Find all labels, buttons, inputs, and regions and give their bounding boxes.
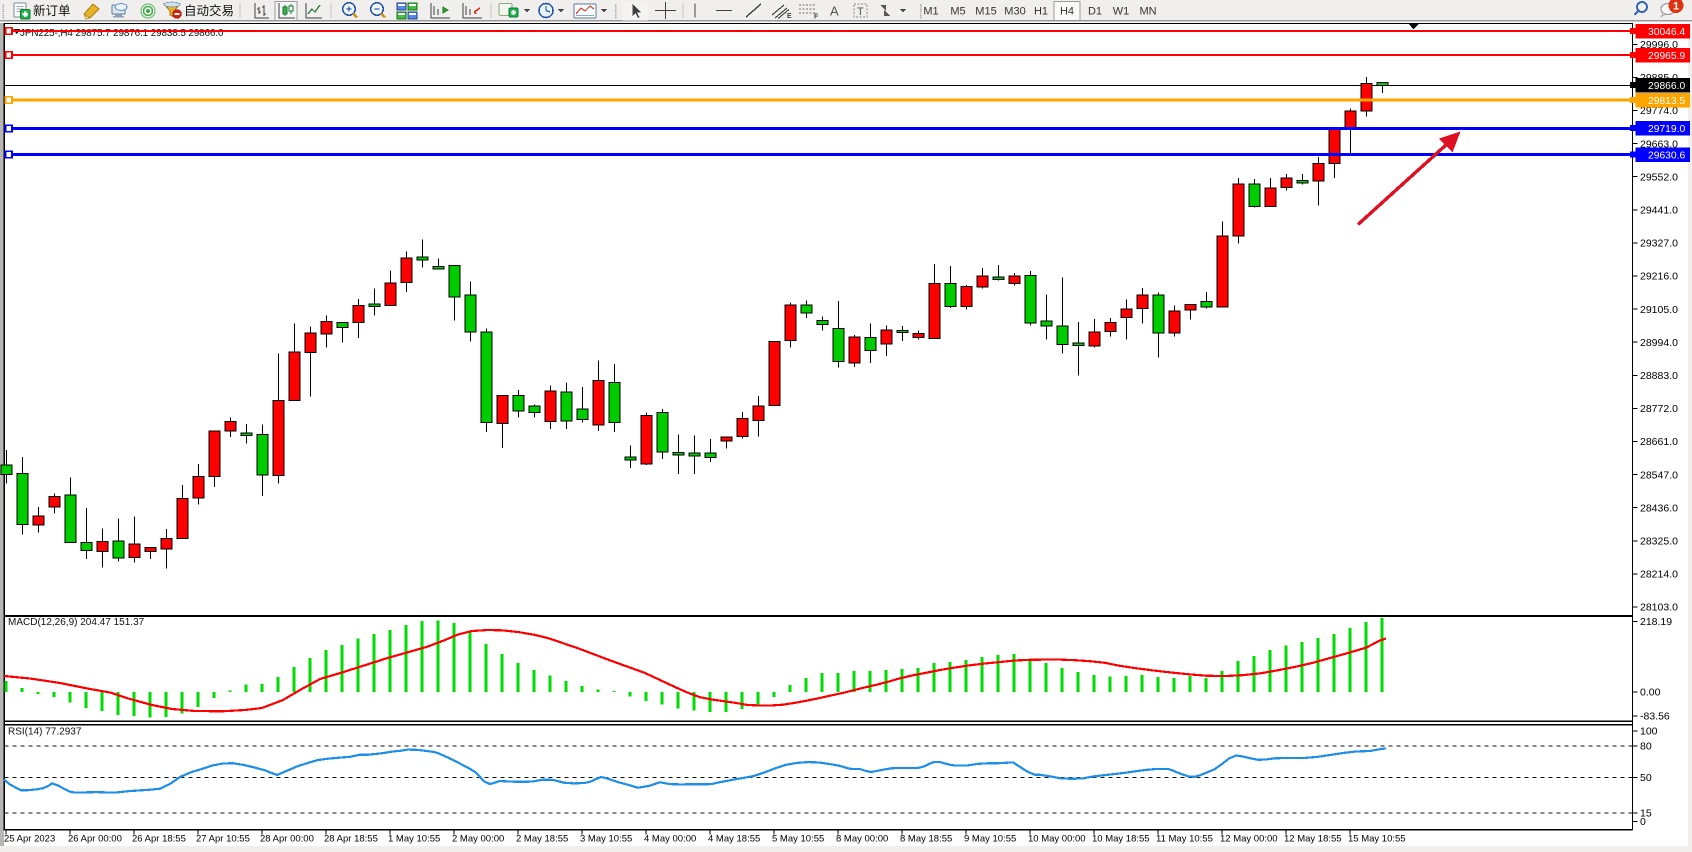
svg-text:JPN225-,H4 29875.7 29876.1 29: JPN225-,H4 29875.7 29876.1 29838.5 29866… xyxy=(20,28,224,39)
svg-text:M5: M5 xyxy=(950,6,965,18)
svg-text:2 May 00:00: 2 May 00:00 xyxy=(452,834,504,845)
svg-text:E: E xyxy=(787,13,792,20)
svg-text:2 May 18:55: 2 May 18:55 xyxy=(516,834,568,845)
svg-text:28 Apr 00:00: 28 Apr 00:00 xyxy=(260,834,314,845)
svg-text:15: 15 xyxy=(1640,808,1652,820)
svg-text:-83.56: -83.56 xyxy=(1640,711,1670,723)
svg-text:8 May 18:55: 8 May 18:55 xyxy=(900,834,952,845)
svg-text:26 Apr 00:00: 26 Apr 00:00 xyxy=(68,834,122,845)
svg-text:28103.0: 28103.0 xyxy=(1640,602,1678,614)
svg-text:29719.0: 29719.0 xyxy=(1648,124,1685,135)
svg-text:5 May 10:55: 5 May 10:55 xyxy=(772,834,824,845)
svg-text:28547.0: 28547.0 xyxy=(1640,469,1678,481)
svg-text:29866.0: 29866.0 xyxy=(1648,81,1685,92)
svg-text:29552.0: 29552.0 xyxy=(1640,171,1678,183)
svg-text:28325.0: 28325.0 xyxy=(1640,536,1678,548)
svg-text:28883.0: 28883.0 xyxy=(1640,370,1678,382)
svg-text:100: 100 xyxy=(1640,726,1658,738)
svg-text:29216.0: 29216.0 xyxy=(1640,271,1678,283)
svg-text:28 Apr 18:55: 28 Apr 18:55 xyxy=(324,834,378,845)
svg-text:29774.0: 29774.0 xyxy=(1640,105,1678,117)
svg-text:1 May 10:55: 1 May 10:55 xyxy=(388,834,440,845)
svg-text:RSI(14) 77.2937: RSI(14) 77.2937 xyxy=(8,727,82,738)
svg-text:25 Apr 2023: 25 Apr 2023 xyxy=(4,834,55,845)
svg-text:0: 0 xyxy=(1640,816,1646,828)
svg-text:−: − xyxy=(374,4,380,16)
svg-text:12 May 18:55: 12 May 18:55 xyxy=(1284,834,1342,845)
svg-text:10 May 00:00: 10 May 00:00 xyxy=(1028,834,1086,845)
svg-text:M15: M15 xyxy=(975,6,996,18)
svg-text:28661.0: 28661.0 xyxy=(1640,436,1678,448)
svg-text:8 May 00:00: 8 May 00:00 xyxy=(836,834,888,845)
svg-text:4 May 00:00: 4 May 00:00 xyxy=(644,834,696,845)
svg-text:T: T xyxy=(857,6,864,18)
svg-text:11 May 10:55: 11 May 10:55 xyxy=(1156,834,1213,845)
svg-text:F: F xyxy=(814,14,819,21)
svg-text:30046.4: 30046.4 xyxy=(1648,27,1685,38)
svg-text:26 Apr 18:55: 26 Apr 18:55 xyxy=(132,834,186,845)
svg-text:M1: M1 xyxy=(923,6,938,18)
svg-text:W1: W1 xyxy=(1113,6,1130,18)
svg-text:28994.0: 28994.0 xyxy=(1640,337,1678,349)
svg-text:1: 1 xyxy=(1673,1,1679,13)
svg-text:29630.6: 29630.6 xyxy=(1648,150,1685,161)
svg-text:28772.0: 28772.0 xyxy=(1640,403,1678,415)
svg-text:29327.0: 29327.0 xyxy=(1640,238,1678,250)
svg-text:10 May 18:55: 10 May 18:55 xyxy=(1092,834,1150,845)
svg-text:H1: H1 xyxy=(1034,6,1048,18)
svg-text:29813.5: 29813.5 xyxy=(1648,96,1685,107)
svg-text:9 May 10:55: 9 May 10:55 xyxy=(964,834,1016,845)
svg-text:自动交易: 自动交易 xyxy=(184,3,234,18)
svg-text:3 May 10:55: 3 May 10:55 xyxy=(580,834,632,845)
svg-text:29663.0: 29663.0 xyxy=(1640,138,1678,150)
svg-text:28214.0: 28214.0 xyxy=(1640,569,1678,581)
svg-text:12 May 00:00: 12 May 00:00 xyxy=(1220,834,1278,845)
svg-text:29965.9: 29965.9 xyxy=(1648,51,1685,62)
svg-text:4 May 18:55: 4 May 18:55 xyxy=(708,834,760,845)
svg-text:D1: D1 xyxy=(1088,6,1102,18)
svg-text:29105.0: 29105.0 xyxy=(1640,304,1678,316)
svg-text:15 May 10:55: 15 May 10:55 xyxy=(1348,834,1406,845)
svg-text:MN: MN xyxy=(1139,6,1156,18)
svg-text:50: 50 xyxy=(1640,772,1652,784)
svg-text:29441.0: 29441.0 xyxy=(1640,205,1678,217)
svg-text:MACD(12,26,9) 204.47 151.37: MACD(12,26,9) 204.47 151.37 xyxy=(8,617,145,628)
svg-text:218.19: 218.19 xyxy=(1640,616,1672,628)
svg-text:A: A xyxy=(830,4,839,19)
svg-text:+: + xyxy=(346,4,352,16)
svg-text:新订单: 新订单 xyxy=(33,3,71,18)
svg-text:H4: H4 xyxy=(1060,6,1074,18)
svg-text:0.00: 0.00 xyxy=(1640,687,1661,699)
svg-text:M30: M30 xyxy=(1004,6,1025,18)
svg-text:28436.0: 28436.0 xyxy=(1640,502,1678,514)
svg-text:27 Apr 10:55: 27 Apr 10:55 xyxy=(196,834,250,845)
svg-text:80: 80 xyxy=(1640,741,1652,753)
